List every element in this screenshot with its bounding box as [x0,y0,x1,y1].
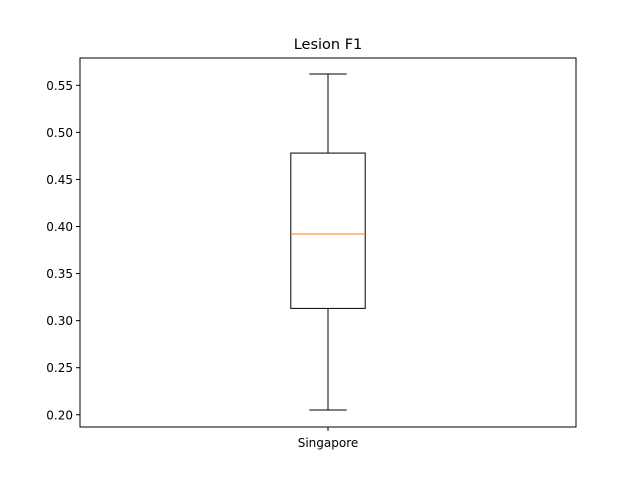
y-tick-label: 0.55 [46,79,73,93]
interquartile-box [290,152,366,309]
y-tick-label: 0.45 [46,173,73,187]
y-tick-label: 0.20 [46,408,73,422]
y-tick-label: 0.40 [46,220,73,234]
y-tick-label: 0.50 [46,126,73,140]
y-tick-label: 0.30 [46,314,73,328]
y-tick-label: 0.25 [46,361,73,375]
chart-title: Lesion F1 [294,37,363,53]
x-tick-label: Singapore [298,436,359,450]
y-tick-label: 0.35 [46,267,73,281]
